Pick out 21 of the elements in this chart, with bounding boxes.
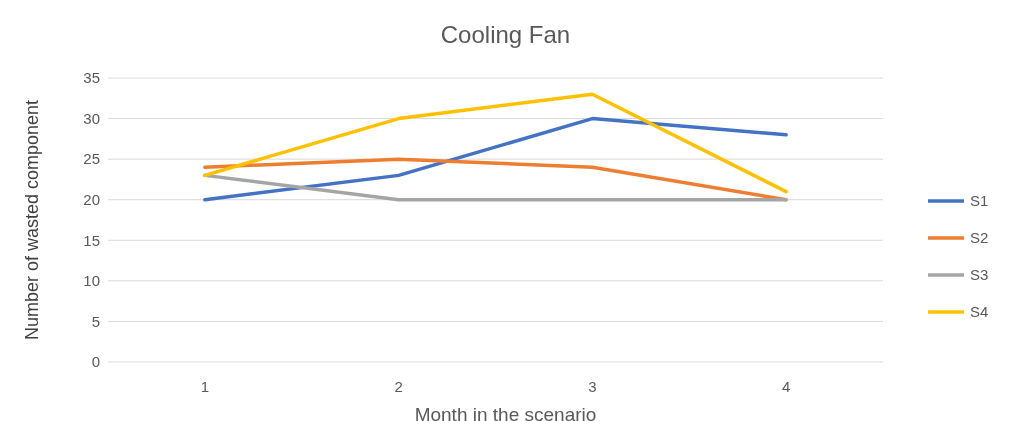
- y-tick-label: 15: [83, 231, 100, 249]
- line-series: [203, 116, 788, 202]
- legend-label: S3: [970, 266, 989, 284]
- x-tick-label: 2: [394, 378, 403, 395]
- y-tick-label: 20: [83, 190, 100, 208]
- y-tick-label: 25: [83, 150, 100, 168]
- y-axis-title: Number of wasted component: [22, 99, 42, 341]
- chart-title: Cooling Fan: [440, 21, 571, 48]
- legend-label: S1: [970, 192, 989, 210]
- x-tick-label: 4: [781, 378, 791, 395]
- legend-label: S2: [970, 229, 989, 247]
- x-axis-title: Month in the scenario: [414, 404, 597, 421]
- x-tick-label: 3: [588, 378, 597, 395]
- line-series: [203, 92, 788, 194]
- y-tick-label: 30: [83, 109, 100, 127]
- y-tick-label: 35: [83, 69, 100, 87]
- y-tick-label: 5: [91, 312, 100, 330]
- x-tick-label: 1: [200, 378, 210, 395]
- legend-label: S4: [970, 303, 989, 321]
- y-tick-label: 0: [91, 353, 100, 371]
- y-tick-label: 10: [83, 272, 100, 290]
